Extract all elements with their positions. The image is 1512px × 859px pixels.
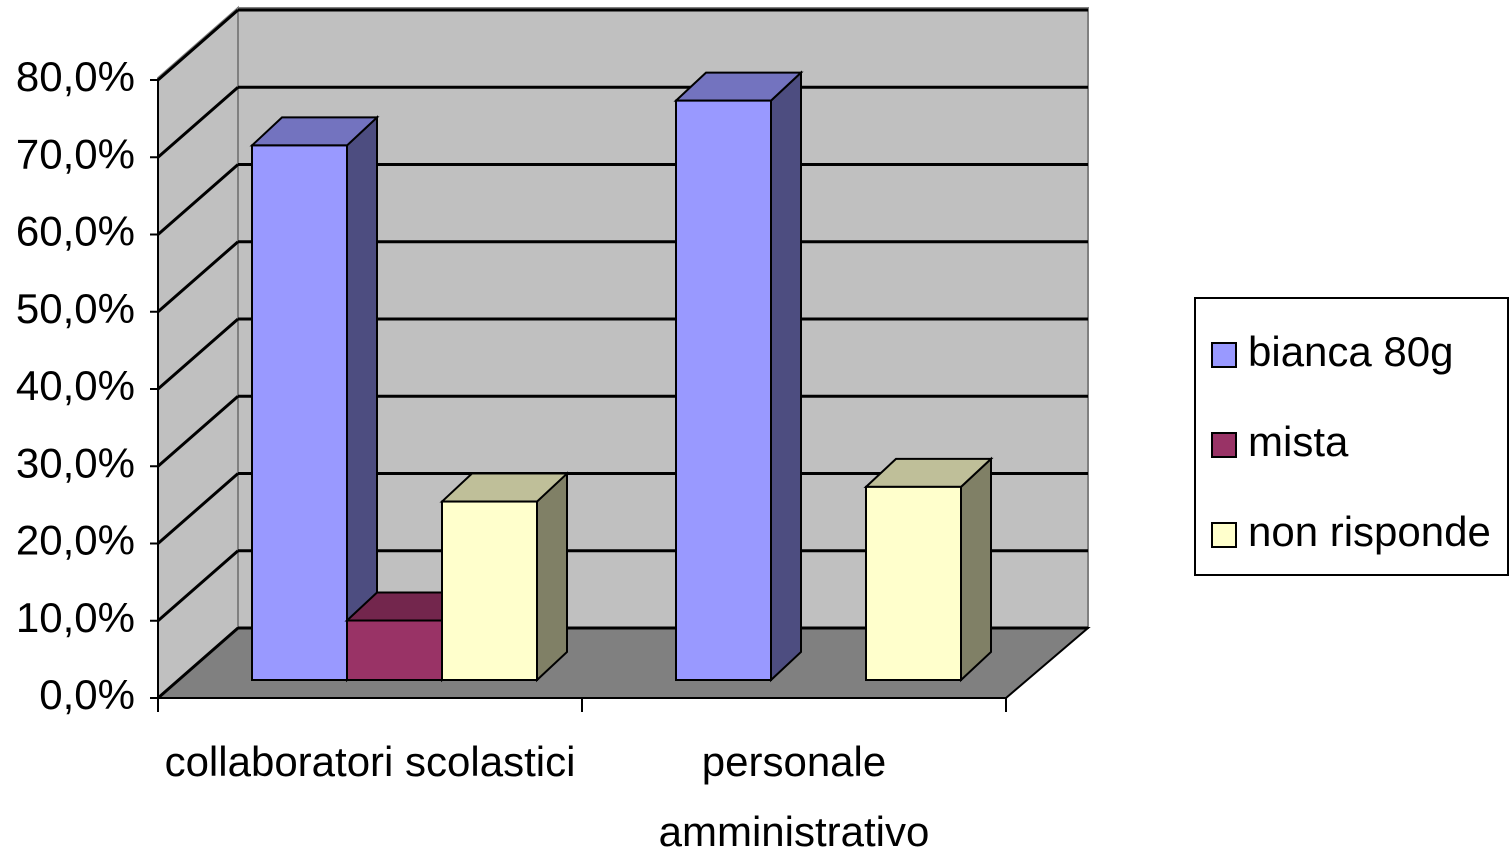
bar [439,471,570,683]
grid-line [157,240,239,313]
x-tick-label-line: personale [702,738,886,785]
legend-swatch [1211,522,1237,548]
bar-front [865,485,962,681]
grid-line [157,86,239,159]
x-tick-label: personale amministrativo [659,738,930,855]
bar-side [960,456,992,683]
bar-side [770,70,802,683]
legend-label: non risponde [1248,508,1491,555]
bar [673,70,804,683]
bar-front [346,619,443,682]
grid-line [157,472,239,545]
grid-line [157,317,239,391]
grid-line [157,395,239,468]
x-tick-label: collaboratori scolastici [165,738,576,785]
y-tick-label: 50,0% [16,285,135,332]
grid-line [157,163,239,236]
legend-swatch [1211,432,1237,458]
legend-label: mista [1248,418,1349,465]
y-tick-label: 0,0% [39,671,135,718]
grid-line [157,8,239,82]
y-tick-label: 60,0% [16,208,135,255]
x-tick-label-line: amministrativo [659,808,930,855]
y-tick-label: 70,0% [16,130,135,177]
grid-line [157,626,239,700]
y-tick-label: 40,0% [16,362,135,409]
y-tick-label: 20,0% [16,517,135,564]
bar [249,115,380,683]
y-tick-label: 30,0% [16,439,135,486]
y-tick-label: 80,0% [16,53,135,100]
y-tick-label: 10,0% [16,594,135,641]
legend-label: bianca 80g [1248,328,1454,375]
bar-side [536,471,568,683]
legend-swatch [1211,342,1237,368]
bar-front [251,144,348,681]
bar [863,456,994,683]
bar-front [675,99,772,681]
legend [1194,297,1509,576]
grid-line [157,549,239,622]
bar-front [441,500,538,681]
